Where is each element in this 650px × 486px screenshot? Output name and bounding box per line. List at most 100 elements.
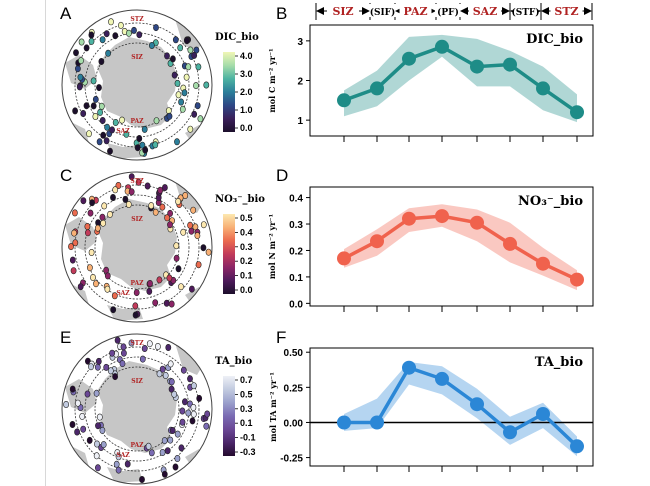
sample-point (175, 91, 182, 99)
colorbar-legend: NO₃⁻_bio 0.5 0.4 0.3 0.2 0.1 0.0 (215, 194, 265, 295)
data-point (435, 209, 449, 224)
sample-point (200, 244, 207, 252)
sample-point (134, 144, 141, 152)
sample-point (92, 95, 99, 103)
sample-point (95, 422, 101, 430)
sample-point (96, 138, 103, 146)
sample-point (139, 476, 145, 484)
zone-label-bg (369, 4, 396, 17)
sample-point (148, 202, 155, 210)
sample-point (167, 360, 174, 368)
sample-point (174, 454, 181, 462)
sample-point (141, 344, 148, 352)
sample-point (90, 102, 97, 110)
sample-point (168, 300, 175, 308)
sample-point (148, 449, 155, 457)
sample-point (94, 363, 101, 371)
sample-point (195, 261, 202, 269)
sample-point (120, 343, 127, 351)
y-axis-label: mol TA m⁻² yr⁻¹ (268, 372, 278, 442)
plot-frame (309, 186, 594, 307)
colorbar-tick-label: 0.7 (240, 375, 253, 385)
map-zone-label: SIZ (131, 378, 143, 385)
data-point (470, 59, 484, 74)
sample-point (156, 276, 163, 284)
sample-point (171, 390, 178, 398)
sample-point (96, 413, 103, 421)
data-point (503, 425, 517, 440)
colorbar-tick-label: 0.4 (240, 227, 253, 237)
sample-point (173, 254, 180, 262)
sample-point (174, 79, 181, 87)
antarctica-landmass (97, 37, 177, 129)
zone-header: SIZ (SIF) PAZ (PF) SAZ (STF) STZ (315, 3, 593, 20)
sample-point (194, 232, 201, 240)
sample-point (203, 81, 210, 89)
data-point (470, 397, 484, 412)
sample-point (90, 273, 96, 281)
sample-point (93, 389, 100, 397)
sample-point (178, 98, 184, 106)
sample-point (188, 227, 195, 235)
sample-point (152, 208, 159, 216)
y-tick-label: 0.1 (289, 273, 303, 284)
colorbar-tick-label: 0.3 (240, 242, 253, 252)
zone-label-bg (469, 4, 501, 17)
map-zone-label: PAZ (130, 280, 144, 287)
colorbar-tick-label: 0.3 (240, 404, 253, 414)
sample-point (172, 36, 179, 44)
sample-point (95, 464, 101, 472)
sample-point (142, 146, 149, 154)
plot-frame (309, 347, 594, 467)
panel-letter-c: C (60, 166, 72, 185)
zone-label-bg (512, 4, 539, 17)
sample-point (111, 292, 118, 300)
colorbar-tick-label: -0.1 (240, 433, 256, 443)
sample-point (101, 202, 108, 210)
sample-point (123, 130, 130, 138)
colorbar-legend: DIC_bio 4.0 3.0 2.0 1.0 0.0 (215, 32, 259, 133)
page-edge-line (45, 0, 46, 486)
sample-point (109, 349, 115, 357)
landmass (107, 143, 143, 159)
sample-point (194, 102, 201, 110)
sample-point (159, 448, 166, 456)
sample-point (190, 410, 197, 418)
sample-point (88, 37, 95, 45)
data-point (370, 81, 384, 96)
sample-point (119, 360, 126, 368)
sample-point (191, 110, 198, 118)
y-tick-label: 1 (297, 116, 303, 127)
sample-point (78, 38, 85, 46)
sample-point (157, 186, 164, 194)
sample-point (112, 186, 119, 194)
y-tick-label: 0.3 (289, 220, 303, 231)
sample-point (132, 302, 139, 310)
zone-label: SIZ (332, 5, 353, 18)
map-border (61, 333, 213, 485)
zone-label: PAZ (403, 5, 427, 18)
sample-point (103, 363, 110, 371)
landmass (175, 343, 203, 375)
data-point (402, 51, 416, 66)
sample-point (98, 57, 105, 65)
y-tick-label: 3 (297, 37, 303, 48)
sample-point (75, 399, 81, 407)
sample-point (189, 285, 195, 293)
sample-point (190, 404, 197, 412)
landmass (175, 19, 203, 51)
sample-point (152, 299, 159, 307)
colorbar-tick-label: 0.1 (240, 418, 253, 428)
map-zone-label: SIZ (131, 54, 143, 61)
sample-point (180, 366, 187, 374)
zone-label-bg (327, 4, 359, 17)
sample-point (92, 112, 99, 120)
data-point (337, 93, 351, 108)
sample-point (181, 89, 188, 97)
sample-point (139, 355, 146, 363)
sample-point (88, 363, 94, 371)
sample-point (148, 41, 155, 49)
